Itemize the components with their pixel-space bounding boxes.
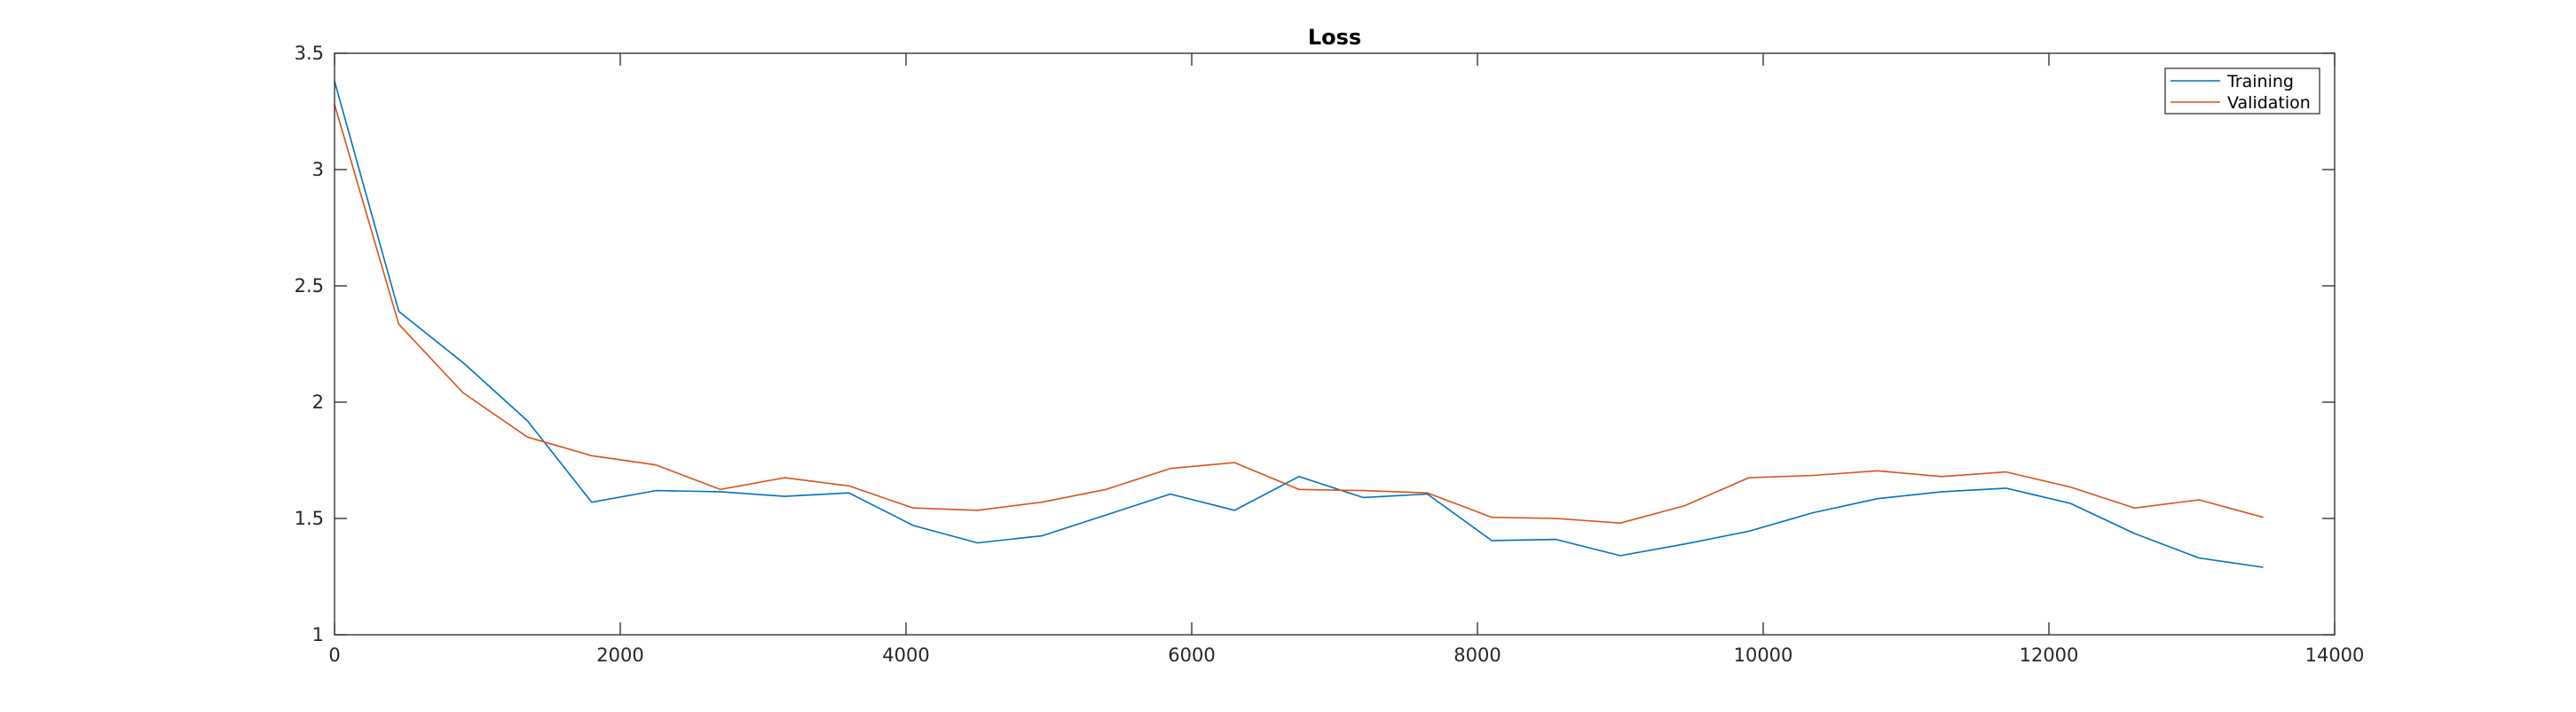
y-tick-label: 1.5 [295, 508, 324, 529]
legend-label: Training [2226, 72, 2294, 91]
y-tick-label: 2.5 [295, 275, 324, 297]
x-axis-ticks: 0 2000 4000 6000 8000 10000 12000 14000 [328, 53, 2364, 666]
x-tick-label: 4000 [882, 645, 929, 666]
y-tick-label: 1 [312, 624, 324, 645]
x-tick-label: 8000 [1453, 645, 1501, 666]
x-tick-label: 6000 [1168, 645, 1215, 666]
x-tick-label: 14000 [2305, 645, 2365, 666]
x-tick-label: 12000 [2020, 645, 2079, 666]
y-tick-label: 3 [312, 159, 324, 180]
chart-title: Loss [1308, 25, 1361, 50]
legend-box [2164, 67, 2320, 115]
series-line-validation [334, 104, 2264, 525]
y-tick-label: 2 [312, 392, 324, 413]
series-line-training [334, 81, 2264, 568]
plot-frame [334, 52, 2336, 636]
x-tick-label: 10000 [1734, 645, 1793, 666]
x-tick-label: 2000 [596, 645, 643, 666]
series-layer [334, 81, 2264, 568]
legend-label: Validation [2227, 93, 2311, 113]
x-tick-label: 0 [328, 645, 340, 666]
legend: Training Validation [2164, 67, 2320, 115]
y-tick-label: 3.5 [295, 43, 324, 64]
plot-background [335, 53, 2335, 635]
